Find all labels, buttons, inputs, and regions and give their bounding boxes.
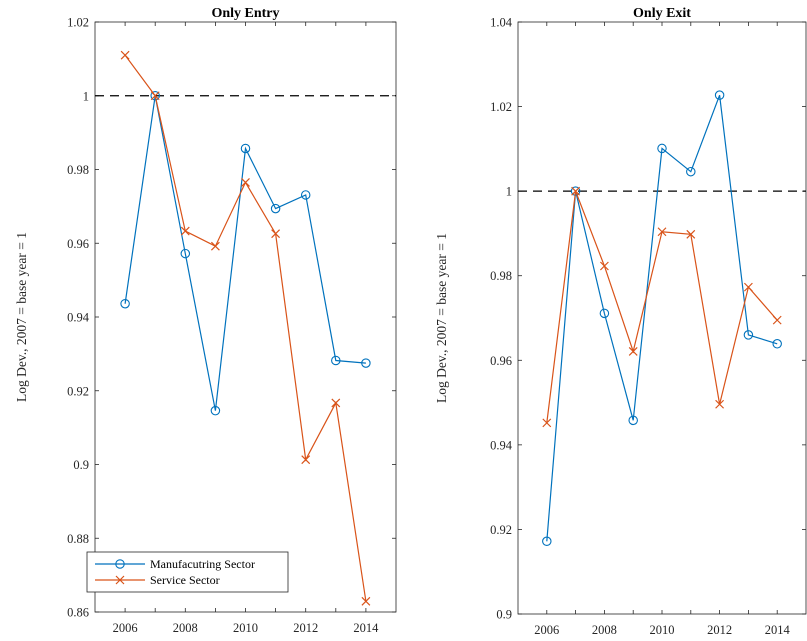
panel-only-entry: 0.86 0.88 0.9 0.92 0.94 0.96 0.98 1 1.02 2006 2008… [14, 6, 397, 635]
panel-0-x-tick-label: 2012 [293, 621, 318, 635]
panel-0-series-1-point [301, 455, 311, 465]
panel-1-y-tick-label: 0.9 [496, 608, 512, 622]
panel-0-series-0-point [361, 358, 371, 368]
panel-1-series-1-point [599, 261, 609, 271]
panel-1-y-tick-label: 1.02 [490, 100, 512, 114]
panel-0-series-1-point [180, 226, 190, 236]
panel-1-x-tick-label: 2006 [534, 623, 559, 637]
panel-1-series-1-point [715, 399, 725, 409]
panel-0-series-0-point [331, 355, 341, 366]
panel-0-series-1-point [331, 398, 341, 408]
panel-1-series-0-point [628, 415, 638, 426]
panel-1-y-axis-label: Log Dev., 2007 = base year = 1 [434, 233, 449, 403]
panel-0-legend-box [86, 551, 289, 593]
panel-1-series-1-point [657, 227, 667, 237]
panel-0-legend-marker-1 [115, 575, 125, 585]
panel-0-x-tick-label: 2006 [113, 621, 138, 635]
panel-0-series-0-point [120, 298, 130, 309]
panel-1-x-tick-label: 2010 [650, 623, 675, 637]
panel-0-legend: Manufacutring Sector Service Sector [86, 551, 289, 593]
panel-1-series-1-point [743, 282, 753, 292]
panel-0-y-tick-label: 0.96 [67, 237, 89, 251]
panel-0-series-0-point [300, 190, 311, 200]
panel-1-x-tick-label: 2012 [707, 623, 732, 637]
panel-1-series-1-point [686, 229, 696, 239]
panel-0-series-0-point [210, 405, 221, 416]
panel-0-series-0-point [150, 91, 160, 101]
panel-1-series-0-point [542, 536, 552, 547]
panel-0-series-1-point [210, 241, 220, 251]
panel-1-series-0-point [772, 339, 782, 349]
panel-0-x-tick-label: 2010 [233, 621, 258, 635]
panel-1-series-0-point [714, 90, 725, 100]
panel-1-y-tick-label: 0.94 [490, 438, 513, 452]
panel-1-series-line-0 [546, 94, 778, 542]
panel-1-axes-box [517, 21, 807, 615]
panel-0-legend-label-0: Manufacutring Sector [150, 557, 255, 571]
panel-0-y-tick-label: 0.92 [67, 384, 89, 398]
panel-0-y-tick-label: 0.98 [67, 163, 89, 177]
panel-0-series-0-point [270, 203, 281, 214]
panel-0-y-tick-label: 0.86 [67, 606, 89, 620]
panel-0-axes-box [94, 21, 397, 613]
panel-0-y-tick-label: 1.02 [67, 16, 89, 30]
panel-1-series-0-point [657, 143, 667, 154]
panel-1-x-tick-label: 2008 [592, 623, 617, 637]
panel-0-y-tick-label: 0.94 [67, 311, 90, 325]
panel-1-series-1-point [628, 346, 638, 356]
panel-1-series-1-point [542, 418, 552, 428]
panel-1-y-tick-label: 0.92 [490, 523, 512, 537]
panel-0-series-1-point [120, 50, 130, 60]
panel-1-x-tick-label: 2014 [765, 623, 791, 637]
panel-0-x-tick-label: 2008 [173, 621, 198, 635]
panel-0-series-1-point [361, 596, 371, 606]
panel-0-y-axis-label: Log Dev., 2007 = base year = 1 [14, 232, 29, 402]
panel-0-series-0-point [180, 248, 191, 259]
panel-0-series-line-0 [124, 95, 366, 411]
panel-1-series-0-point [686, 166, 696, 177]
panel-0-y-tick-label: 0.9 [73, 458, 89, 472]
panel-1-y-tick-label: 1 [506, 185, 512, 199]
panel-1-y-tick-label: 0.98 [490, 269, 512, 283]
panel-1-series-1-point [571, 186, 581, 196]
panel-0-series-1-point [241, 177, 250, 187]
panel-1-series-0-point [599, 308, 610, 319]
panel-1-y-tick-label: 1.04 [490, 16, 513, 30]
panel-0-series-1-point [150, 91, 160, 101]
panel-0-y-tick-label: 1 [83, 89, 89, 103]
panel-1-title: Only Exit [633, 6, 691, 21]
panel-only-exit: 0.9 0.92 0.94 0.96 0.98 1 1.02 1.04 2006 2008 2010… [434, 6, 807, 637]
panel-0-legend-label-1: Service Sector [150, 573, 220, 587]
panel-0-title: Only Entry [211, 6, 279, 21]
panel-1-y-tick-label: 0.96 [490, 354, 512, 368]
panel-1-series-1-point [772, 315, 782, 325]
panel-0-x-tick-label: 2014 [353, 621, 379, 635]
panel-0-legend-marker-0 [115, 559, 125, 569]
panel-1-series-0-point [743, 330, 754, 340]
panel-0-series-1-point [271, 229, 281, 239]
panel-0-series-0-point [240, 143, 251, 154]
panel-0-y-tick-label: 0.88 [67, 532, 89, 546]
